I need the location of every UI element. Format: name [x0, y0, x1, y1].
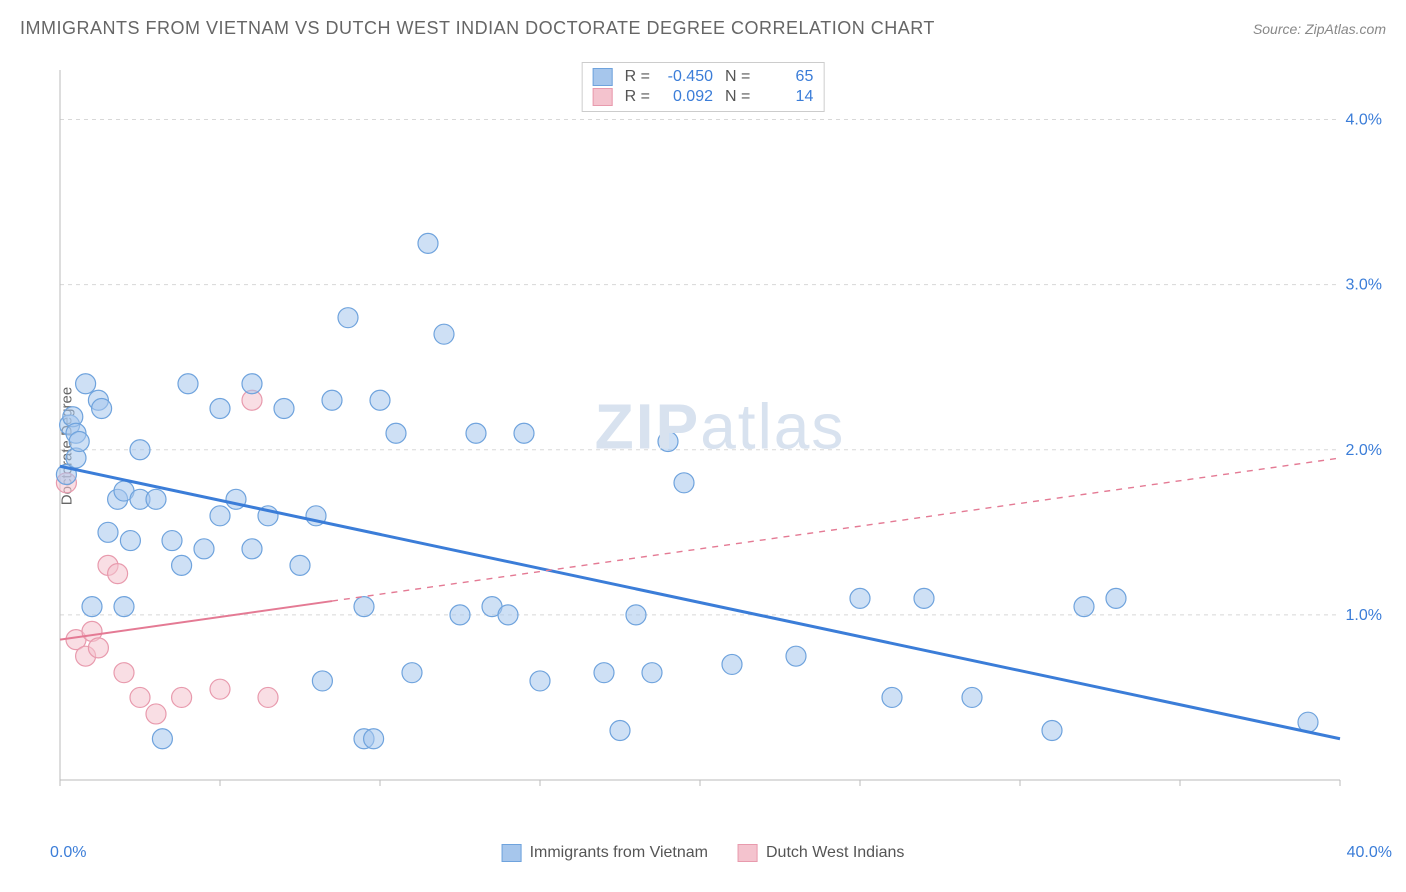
x-axis-min-label: 0.0% [50, 844, 86, 862]
legend-series-label-1: Dutch West Indians [766, 844, 904, 862]
legend-series-label-0: Immigrants from Vietnam [530, 844, 708, 862]
legend-swatch-0 [593, 68, 613, 86]
r-value-1: 0.092 [658, 88, 713, 106]
legend-series-item-0: Immigrants from Vietnam [502, 844, 708, 862]
svg-text:3.0%: 3.0% [1346, 277, 1382, 294]
r-value-0: -0.450 [658, 68, 713, 86]
legend-stats-row-1: R = 0.092 N = 14 [593, 87, 814, 107]
source: Source: ZipAtlas.com [1253, 21, 1386, 37]
svg-text:2.0%: 2.0% [1346, 442, 1382, 459]
legend-series-swatch-0 [502, 844, 522, 862]
svg-text:4.0%: 4.0% [1346, 112, 1382, 129]
legend-stats: R = -0.450 N = 65 R = 0.092 N = 14 [582, 62, 825, 112]
r-label-1: R = [625, 88, 650, 106]
n-value-1: 14 [758, 88, 813, 106]
x-axis-max-label: 40.0% [1347, 844, 1392, 862]
legend-swatch-1 [593, 88, 613, 106]
legend-series: Immigrants from Vietnam Dutch West India… [502, 844, 905, 862]
source-label: Source: [1253, 21, 1301, 37]
legend-stats-row-0: R = -0.450 N = 65 [593, 67, 814, 87]
legend-series-swatch-1 [738, 844, 758, 862]
chart-title: IMMIGRANTS FROM VIETNAM VS DUTCH WEST IN… [20, 18, 935, 39]
svg-text:1.0%: 1.0% [1346, 607, 1382, 624]
chart-svg: 1.0% 2.0% 3.0% 4.0% [50, 60, 1390, 800]
plot-area: ZIPatlas 1.0%2.0%3.0%4.0% [50, 60, 1390, 800]
n-value-0: 65 [758, 68, 813, 86]
n-label-0: N = [725, 68, 750, 86]
legend-series-item-1: Dutch West Indians [738, 844, 904, 862]
r-label-0: R = [625, 68, 650, 86]
source-value: ZipAtlas.com [1305, 21, 1386, 37]
n-label-1: N = [725, 88, 750, 106]
